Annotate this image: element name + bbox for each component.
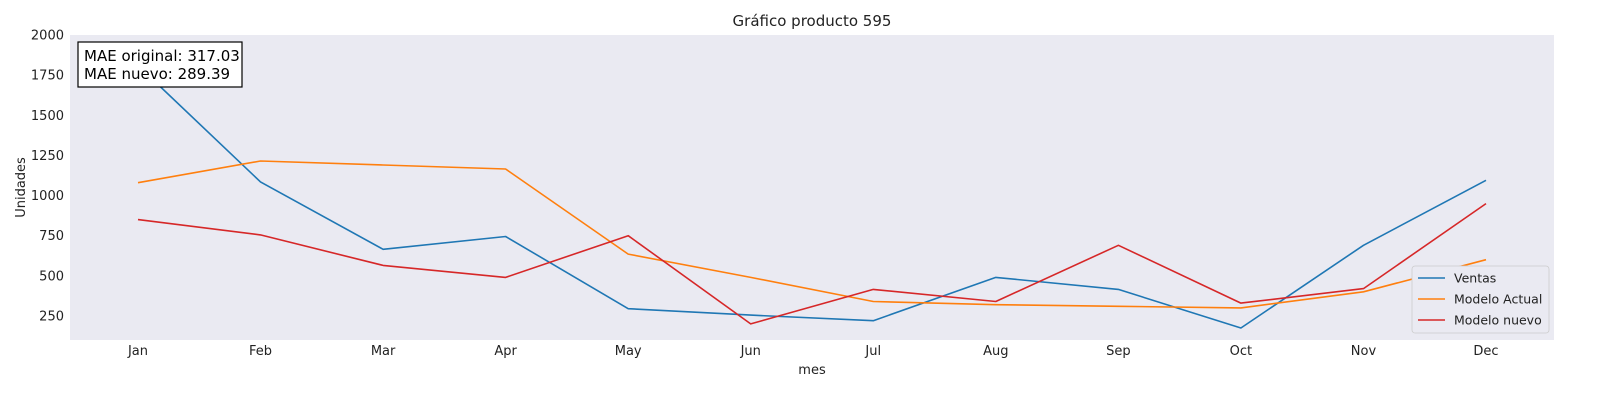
x-tick-label: Oct [1230, 344, 1252, 359]
series-line-modelo-nuevo [137, 202, 1487, 325]
x-tick-label: Jul [864, 344, 881, 359]
y-tick-label: 750 [39, 229, 64, 244]
legend-label-modelo-actual: Modelo Actual [1454, 292, 1542, 307]
x-tick-label: Nov [1351, 344, 1377, 359]
series-line-ventas [137, 64, 1487, 329]
legend-frame [1411, 265, 1550, 334]
x-tick-label: Dec [1473, 344, 1498, 359]
x-axis-title: mes [798, 363, 826, 378]
x-tick-label: Jun [740, 344, 761, 359]
series-layer [137, 64, 1487, 329]
y-axis-title: Unidades [14, 157, 29, 218]
annotation-frame [77, 41, 243, 88]
series-line-modelo-actual [137, 160, 1487, 309]
x-tick-label: Apr [494, 344, 517, 359]
y-tick-label: 500 [39, 269, 64, 284]
x-tick-label: Feb [249, 344, 272, 359]
x-tick-label: May [615, 344, 642, 359]
chart-legend: Ventas Modelo Actual Modelo nuevo [1411, 265, 1550, 334]
y-tick-label: 250 [39, 309, 64, 324]
mae-original-text: MAE original: 317.03 [84, 47, 240, 65]
x-tick-label: Sep [1106, 344, 1131, 359]
chart-title: Gráfico producto 595 [733, 12, 892, 30]
mae-annotation-box: MAE original: 317.03 MAE nuevo: 289.39 [77, 41, 243, 88]
x-tick-label: Mar [371, 344, 396, 359]
x-axis-ticks: Jan Feb Mar Apr May Jun Jul Aug Sep Oct Nov Dec [127, 344, 1499, 359]
y-tick-label: 1000 [31, 189, 64, 204]
y-tick-label: 1500 [31, 109, 64, 124]
legend-label-ventas: Ventas [1454, 271, 1496, 286]
legend-label-modelo-nuevo: Modelo nuevo [1454, 313, 1542, 328]
y-tick-label: 1250 [31, 149, 64, 164]
y-tick-label: 1750 [31, 69, 64, 84]
x-tick-label: Aug [983, 344, 1008, 359]
y-axis-ticks: 250 500 750 1000 1250 1500 1750 2000 [31, 29, 64, 325]
y-tick-label: 2000 [31, 29, 64, 44]
plot-area [70, 35, 1554, 340]
mae-nuevo-text: MAE nuevo: 289.39 [84, 65, 230, 83]
x-tick-label: Jan [127, 344, 148, 359]
